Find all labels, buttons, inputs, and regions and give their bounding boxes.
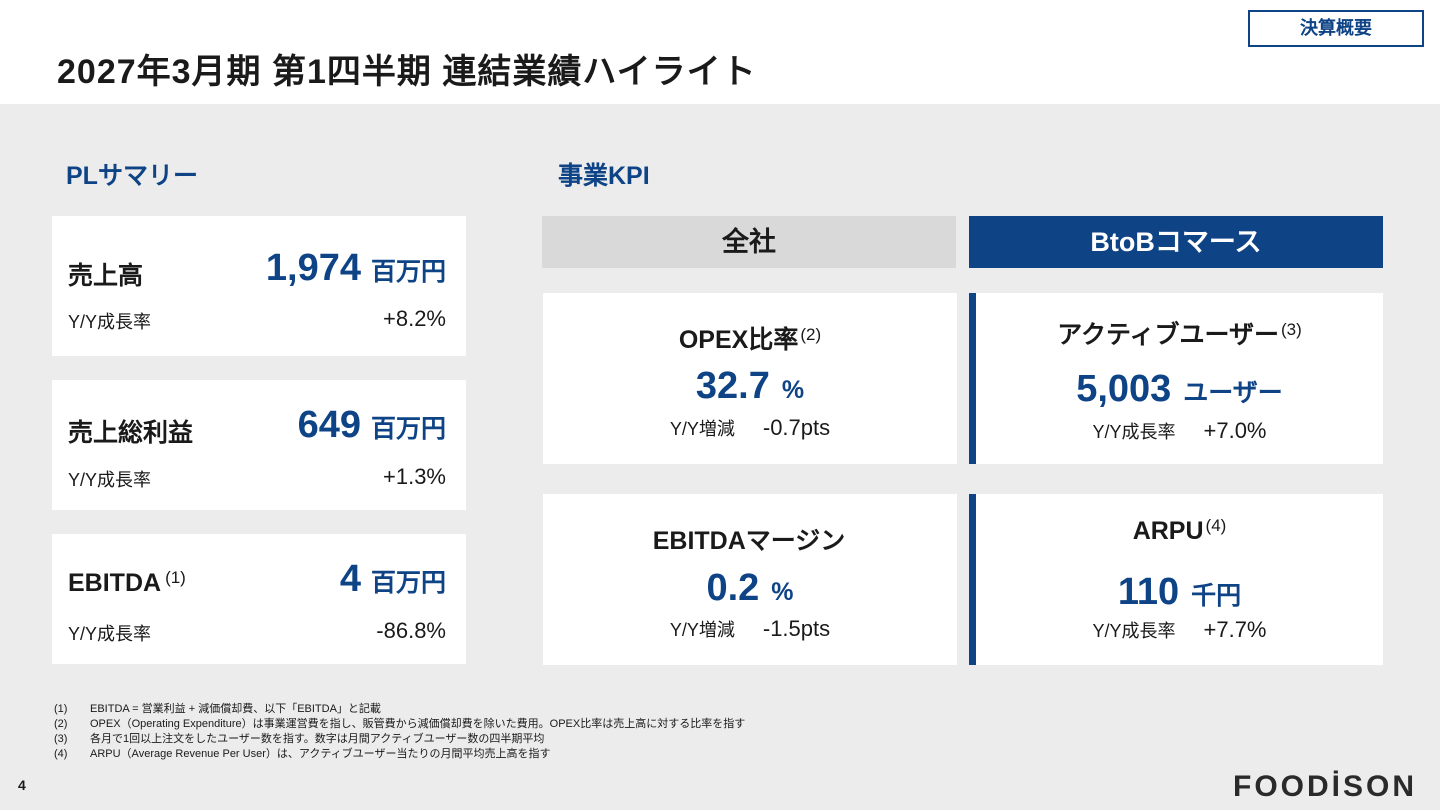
kpi-card-value: 32.7% bbox=[695, 365, 805, 407]
kpi-card-sub: Y/Y成長率 +7.0% bbox=[1092, 418, 1267, 443]
kpi-card-label: EBITDAマージン bbox=[652, 527, 846, 555]
footnote-item: (1) EBITDA = 営業利益 + 減価償却費、以下「EBITDA」と記載 bbox=[54, 703, 381, 715]
footnote-item: (3) 各月で1回以上注文をしたユーザー数を指す。数字は月間アクティブユーザー数の… bbox=[54, 733, 545, 745]
kpi-card-value: 5,003 ユーザー bbox=[1076, 368, 1283, 410]
kpi-card-sub: Y/Y成長率 +7.7% bbox=[1092, 617, 1267, 642]
pl-card-sub-value: +8.2% bbox=[383, 306, 446, 331]
section-badge: 決算概要 bbox=[1248, 10, 1424, 47]
header-bar: 2027年3月期 第1四半期 連結業績ハイライト 決算概要 bbox=[0, 0, 1440, 104]
pl-card-ebitda: EBITDA (1) 4 百万円 Y/Y成長率 -86.8% bbox=[52, 534, 466, 664]
pl-card-value: 1,974 百万円 bbox=[265, 247, 446, 289]
kpi-card-value: 110 千円 bbox=[1117, 571, 1242, 613]
pl-card-sub-value: +1.3% bbox=[383, 464, 446, 489]
pl-card-sub-value: -86.8% bbox=[376, 618, 446, 643]
pl-summary-title: PLサマリー bbox=[66, 162, 198, 190]
pl-card-value: 4 百万円 bbox=[339, 558, 446, 600]
kpi-card-arpu: ARPU (4) 110 千円 Y/Y成長率 +7.7% bbox=[969, 494, 1383, 665]
kpi-card-ebitda-margin: EBITDAマージン 0.2% Y/Y増減 -1.5pts bbox=[543, 494, 957, 665]
kpi-card-sub: Y/Y増減 -1.5pts bbox=[669, 616, 831, 641]
kpi-card-label: ARPU (4) bbox=[1132, 516, 1227, 545]
kpi-card-value: 0.2% bbox=[706, 567, 794, 609]
kpi-card-label: OPEX比率 (2) bbox=[678, 325, 822, 354]
kpi-column-btob: BtoBコマース bbox=[969, 216, 1383, 268]
kpi-card-opex-ratio: OPEX比率 (2) 32.7% Y/Y増減 -0.7pts bbox=[543, 293, 957, 464]
pl-card-sub-label: Y/Y成長率 bbox=[68, 470, 152, 490]
pl-card-sub-label: Y/Y成長率 bbox=[68, 312, 152, 332]
footnote-item: (2) OPEX（Operating Expenditure）は事業運営費を指し、… bbox=[54, 718, 746, 730]
page-number: 4 bbox=[18, 777, 26, 793]
page-title: 2027年3月期 第1四半期 連結業績ハイライト bbox=[57, 53, 757, 91]
pl-card-gross-profit: 売上総利益 649 百万円 Y/Y成長率 +1.3% bbox=[52, 380, 466, 510]
pl-card-label: EBITDA (1) bbox=[68, 568, 186, 597]
kpi-card-active-users: アクティブユーザー (3) 5,003 ユーザー Y/Y成長率 +7.0% bbox=[969, 293, 1383, 464]
footnote-item: (4) ARPU（Average Revenue Per User）は、アクティブ… bbox=[54, 748, 551, 760]
company-logo: FOODİSON bbox=[1233, 770, 1418, 803]
kpi-title: 事業KPI bbox=[558, 162, 650, 190]
kpi-card-label: アクティブユーザー (3) bbox=[1057, 320, 1302, 349]
pl-card-label: 売上高 bbox=[68, 262, 144, 290]
pl-card-value: 649 百万円 bbox=[297, 404, 446, 446]
kpi-card-sub: Y/Y増減 -0.7pts bbox=[669, 415, 831, 440]
footnotes: (1) EBITDA = 営業利益 + 減価償却費、以下「EBITDA」と記載 (… bbox=[54, 702, 745, 762]
pl-card-sub-label: Y/Y成長率 bbox=[68, 624, 152, 644]
kpi-column-company: 全社 bbox=[542, 216, 956, 268]
pl-card-label: 売上総利益 bbox=[68, 419, 194, 447]
pl-card-revenue: 売上高 1,974 百万円 Y/Y成長率 +8.2% bbox=[52, 216, 466, 356]
